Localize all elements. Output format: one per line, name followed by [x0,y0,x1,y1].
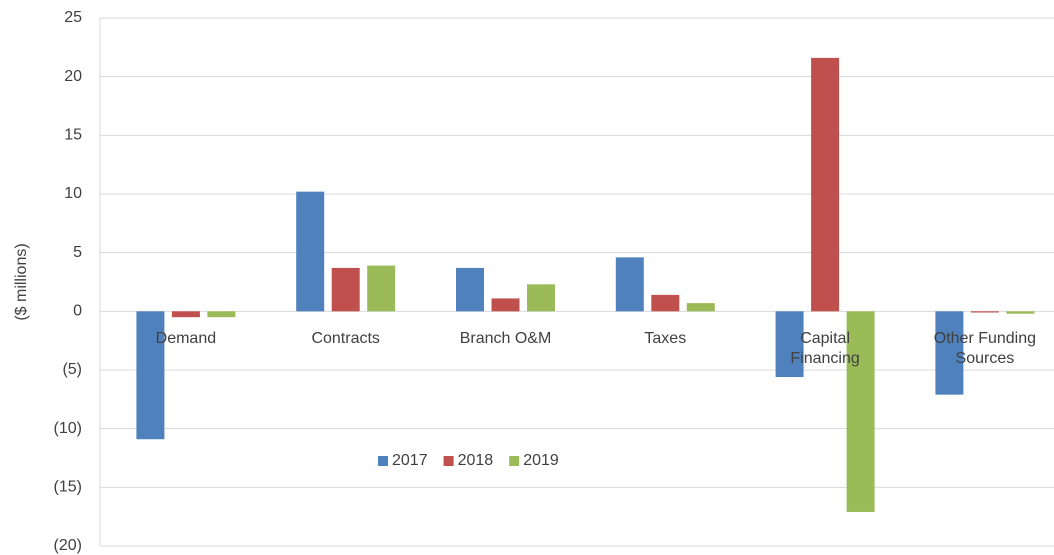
y-tick-label: (5) [62,361,82,378]
bar [1006,311,1035,314]
x-tick-label: Demand [155,330,217,348]
bar [615,257,644,312]
bar [491,298,520,312]
y-tick-label: 5 [73,244,82,261]
x-tick-label: Taxes [644,330,687,348]
legend-label: 2018 [458,452,494,469]
x-tick-label: Other Funding Sources [933,330,1037,368]
x-tick-label: Branch O&M [459,330,552,348]
y-tick-label: 15 [64,127,82,144]
y-tick-label: 25 [64,9,82,26]
y-tick-label: 0 [73,303,82,320]
bar [367,265,396,312]
bar [171,311,200,318]
bar [331,267,360,312]
y-tick-label: 20 [64,68,82,85]
bar [296,191,325,312]
bar [651,294,680,312]
legend-swatch [378,456,388,466]
bar [136,311,165,440]
y-tick-label: (10) [54,420,82,437]
legend-label: 2019 [523,452,559,469]
bar [686,303,715,312]
legend-swatch [509,456,520,466]
bar [811,57,840,312]
bar [846,311,875,512]
y-axis-label: ($ millions) [13,243,30,320]
bar [527,284,555,312]
y-tick-label: 10 [64,185,82,202]
x-tick-label: Capital Financing [790,330,860,368]
x-tick-label: Contracts [311,330,380,348]
bar [207,311,236,318]
bar [935,311,964,395]
y-tick-label: (15) [54,479,82,496]
legend-swatch [443,456,454,466]
bar [775,311,804,378]
y-tick-label: (20) [54,537,82,554]
legend-label: 2017 [392,452,428,469]
bar [970,311,999,313]
bar [456,267,484,312]
